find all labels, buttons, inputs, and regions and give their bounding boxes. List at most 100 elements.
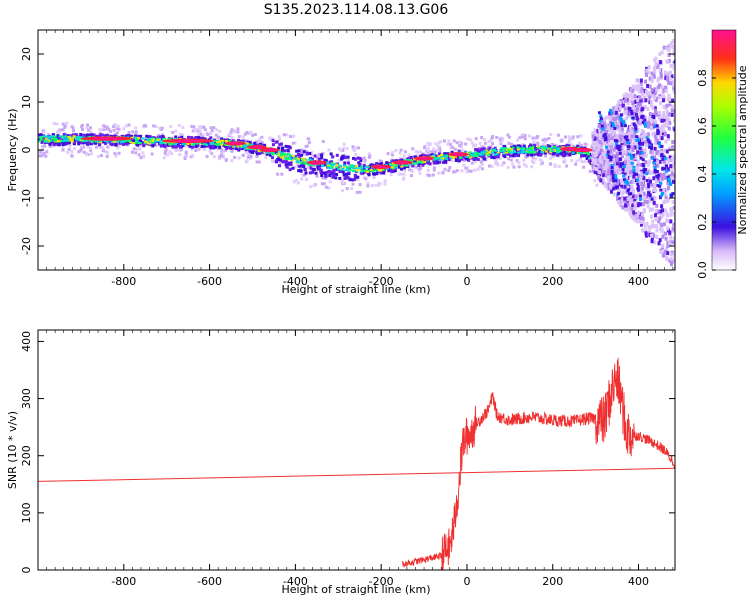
spectrum-band-cell — [474, 148, 478, 152]
spectrum-halo-cell — [67, 147, 71, 151]
noise-cell — [617, 196, 621, 201]
spectrum-halo-cell — [324, 185, 328, 189]
noise-cell — [673, 164, 675, 169]
spectrum-band-cell — [438, 160, 442, 164]
spectrum-halo-cell — [398, 157, 402, 161]
noise-cell — [658, 101, 662, 106]
spectrum-ridge-cell — [348, 168, 352, 171]
spectrum-ridge-cell — [136, 141, 140, 144]
spectrum-halo-cell — [487, 139, 491, 143]
spectrum-halo-cell — [402, 154, 406, 158]
spectrum-hot-core — [250, 145, 263, 149]
spectrum-halo-cell — [184, 150, 188, 154]
spectrum-halo-cell — [210, 129, 214, 133]
spectrum-ridge-cell — [525, 151, 529, 154]
spectrum-halo-cell — [575, 159, 579, 163]
spectrum-band-cell — [248, 149, 252, 153]
spectrum-halo-cell — [114, 133, 118, 137]
spectrum-band-cell — [420, 153, 424, 157]
noise-cell — [603, 166, 607, 171]
spectrum-halo-cell — [143, 123, 147, 127]
noise-cell — [654, 208, 658, 213]
spectrum-ridge-cell — [218, 142, 222, 145]
streak-cell — [658, 184, 662, 188]
spectrum-halo-cell — [464, 166, 468, 170]
streak-cell — [650, 146, 654, 150]
spectrum-halo-cell — [567, 140, 571, 144]
spectrum-halo-cell — [88, 126, 92, 130]
spectrum-halo-cell — [523, 133, 527, 137]
spectrum-ridge-cell — [472, 152, 476, 155]
spectrum-ridge-cell — [544, 150, 548, 153]
streak-cell — [623, 135, 627, 139]
noise-cell — [638, 202, 642, 207]
streak-cell — [655, 169, 659, 173]
noise-cell — [670, 171, 674, 176]
noise-cell — [650, 71, 654, 76]
noise-cell — [632, 210, 636, 215]
noise-cell — [653, 146, 657, 151]
spectrum-halo-cell — [241, 153, 245, 157]
noise-cell — [632, 180, 636, 185]
spectrum-band-cell — [304, 171, 308, 175]
spectrum-ridge-cell — [228, 144, 232, 147]
spectrum-ridge-cell — [468, 151, 472, 154]
spectrum-ridge-cell — [441, 157, 445, 160]
x-tick-label: -800 — [111, 275, 136, 288]
spectrum-halo-cell — [551, 155, 555, 159]
spectrum-halo-cell — [202, 147, 206, 151]
spectrum-halo-cell — [102, 124, 106, 128]
spectrum-halo-cell — [321, 176, 325, 180]
streak-cell — [635, 172, 639, 176]
spectrum-ridge-cell — [240, 146, 244, 149]
spectrum-band-cell — [327, 169, 331, 173]
streak-cell — [633, 123, 637, 127]
noise-cell — [651, 131, 655, 136]
spectrum-ridge-cell — [544, 146, 548, 149]
noise-cell — [650, 101, 654, 106]
noise-cell — [635, 116, 639, 121]
spectrum-ridge-cell — [405, 164, 409, 167]
spectrum-halo-cell — [257, 160, 261, 164]
noise-cell — [657, 241, 661, 246]
noise-cell — [604, 149, 608, 154]
noise-cell — [639, 102, 643, 107]
spectrum-halo-cell — [474, 149, 478, 153]
spectrum-band-cell — [382, 171, 386, 175]
spectrum-band-cell — [331, 155, 335, 159]
spectrum-halo-cell — [253, 132, 257, 136]
noise-cell — [593, 132, 597, 137]
spectrum-halo-cell — [117, 151, 121, 155]
spectrum-ridge-cell — [257, 149, 261, 152]
noise-cell — [648, 199, 652, 204]
spectrum-halo-cell — [156, 134, 160, 138]
noise-cell — [611, 136, 615, 141]
spectrum-halo-cell — [446, 142, 450, 146]
noise-cell — [637, 86, 641, 91]
spectrum-ridge-cell — [483, 150, 487, 153]
spectrum-band-cell — [206, 141, 210, 145]
spectrum-halo-cell — [482, 137, 486, 141]
spectrum-band-cell — [196, 143, 200, 147]
noise-cell — [660, 176, 664, 181]
spectrum-halo-cell — [154, 143, 158, 147]
noise-cell — [639, 82, 643, 87]
spectrum-halo-cell — [192, 125, 196, 129]
noise-cell — [619, 184, 623, 189]
noise-cell — [666, 116, 670, 121]
noise-cell — [664, 194, 668, 199]
noise-cell — [672, 236, 675, 241]
noise-cell — [603, 182, 607, 187]
spectrum-halo-cell — [353, 148, 357, 152]
noise-cell — [626, 127, 630, 132]
noise-cell — [659, 74, 663, 79]
noise-cell — [617, 100, 621, 105]
noise-cell — [599, 155, 603, 160]
spectrum-halo-cell — [198, 127, 202, 131]
noise-cell — [618, 100, 622, 105]
spectrum-ridge-cell — [516, 148, 520, 151]
noise-cell — [613, 130, 617, 135]
noise-cell — [647, 176, 651, 181]
spectrum-halo-cell — [394, 149, 398, 153]
spectrum-halo-cell — [354, 146, 358, 150]
